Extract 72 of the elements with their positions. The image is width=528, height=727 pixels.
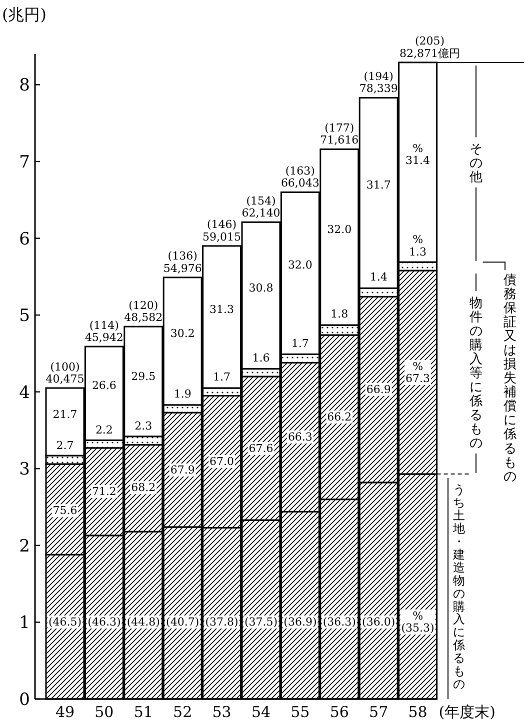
x-tick-label: 58 <box>408 703 428 721</box>
y-tick-label: 7 <box>19 152 30 172</box>
annotation: 26.6 <box>92 379 116 392</box>
annotation: 31.7 <box>366 178 391 192</box>
y-tick-label: 5 <box>19 306 30 326</box>
annotation: 71.2 <box>92 484 116 498</box>
annotation: 1.7 <box>291 336 309 350</box>
annotation: (36.3) <box>322 616 356 629</box>
x-tick-label: 55 <box>290 703 310 721</box>
annotation: 21.7 <box>52 408 78 422</box>
total-label: (177) 71,616 <box>320 121 359 147</box>
annotation: (44.8) <box>126 616 160 629</box>
annotation: 1.7 <box>213 370 231 384</box>
annotation: 32.0 <box>288 258 312 272</box>
x-tick-label: 52 <box>173 703 192 721</box>
x-tick-label: 49 <box>55 703 75 721</box>
annotation: 2.2 <box>95 424 113 437</box>
x-tick-label: 50 <box>94 703 114 721</box>
x-tick-label: 54 <box>251 703 271 721</box>
annotation: 66.9 <box>366 382 391 396</box>
y-tick-label: 2 <box>19 536 30 556</box>
annotation: 1.9 <box>174 387 192 400</box>
annotation: (37.8) <box>205 616 238 629</box>
total-label: (114) 45,942 <box>84 318 124 344</box>
annotation: 67.9 <box>170 463 195 476</box>
annotation: 67.0 <box>210 455 234 468</box>
total-label: (120) 48,582 <box>124 298 163 324</box>
annotation: % 67.3 <box>406 360 430 386</box>
series-names: うち土地・建造物の購入に係るもの 物件の購入等に係るもの 債務保証又は損失補償に係るもの その他 <box>436 62 524 700</box>
annotation: % (35.3) <box>401 609 434 635</box>
x-tick-label: 51 <box>134 703 153 721</box>
total-label: (146) 59,015 <box>202 218 242 244</box>
y-axis-title: (兆円) <box>2 5 46 24</box>
x-tick-label: 53 <box>212 703 232 721</box>
annotation: % 31.4 <box>406 142 430 167</box>
annotation: 29.5 <box>131 370 156 383</box>
annotation: % 1.3 <box>409 233 427 258</box>
annotation: 66.3 <box>288 430 312 444</box>
total-label: (163) 66,043 <box>280 164 320 190</box>
annotation: 2.7 <box>56 438 74 452</box>
annotation: (37.5) <box>244 616 278 629</box>
x-tick-label: 57 <box>369 703 388 721</box>
total-label: (136) 54,976 <box>163 250 202 275</box>
annotation: 68.2 <box>131 481 156 494</box>
annotation: 30.8 <box>248 281 274 294</box>
y-tick-label: 3 <box>19 460 30 480</box>
annotation: (46.5) <box>48 616 82 629</box>
annotation: 31.3 <box>210 302 234 316</box>
y-tick-label: 0 <box>19 690 30 710</box>
annotation: (36.0) <box>362 616 396 629</box>
y-tick-label: 4 <box>19 382 30 403</box>
total-label: (100) 40,475 <box>46 360 84 386</box>
x-axis-title: (年度末) <box>438 703 496 721</box>
annotation: 75.6 <box>52 504 78 518</box>
total-label: (194) 78,339 <box>359 70 398 96</box>
annotation: 30.2 <box>170 326 195 340</box>
total-label: (154) 62,140 <box>242 194 280 220</box>
annotation: (40.7) <box>166 616 200 629</box>
annotation: 1.8 <box>330 308 348 321</box>
annotation: (36.9) <box>284 616 317 629</box>
annotation: 1.4 <box>370 270 388 284</box>
annotation: 32.0 <box>327 223 352 236</box>
annotation: 66.2 <box>327 410 352 424</box>
y-tick-label: 8 <box>19 76 30 96</box>
annotation: 67.6 <box>248 442 274 455</box>
annotation: 1.6 <box>252 351 270 364</box>
y-tick-label: 1 <box>19 613 30 634</box>
annotation: (46.3) <box>88 616 121 629</box>
x-tick-label: 56 <box>330 703 349 721</box>
total-label: (205) 82,871億円 <box>400 34 460 60</box>
y-tick-label: 6 <box>19 229 30 250</box>
annotation: 2.3 <box>134 420 152 433</box>
